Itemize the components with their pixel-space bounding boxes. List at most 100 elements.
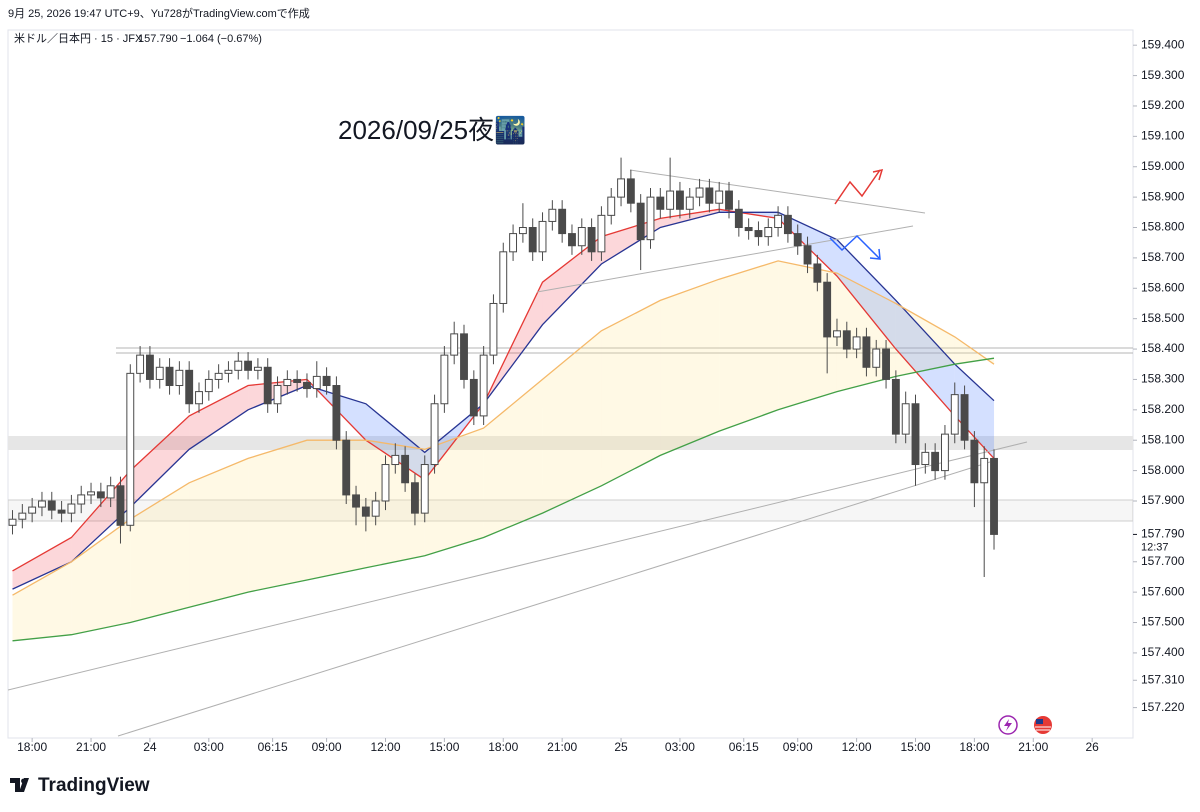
- candle-body: [57, 509, 66, 514]
- plot-frame: [7, 29, 1134, 739]
- candle-body: [195, 391, 203, 405]
- candle-body: [18, 512, 27, 520]
- arrow-head: [869, 248, 881, 260]
- zone-band: [8, 436, 1133, 450]
- candle-body: [371, 500, 380, 517]
- candle-body: [577, 227, 586, 247]
- candle-body: [676, 190, 684, 210]
- candle-body: [705, 187, 714, 204]
- candle-body: [67, 503, 76, 514]
- candle-body: [626, 178, 635, 204]
- candles: [8, 157, 998, 577]
- x-tick-label: 24: [143, 740, 157, 754]
- y-tick-label: 159.000: [1141, 159, 1185, 173]
- candle-body: [47, 500, 56, 511]
- candle-body: [391, 454, 400, 466]
- cloud-fill: [12, 537, 72, 590]
- y-tick-label: 158.400: [1141, 341, 1185, 355]
- candle-body: [361, 506, 370, 517]
- candle-body: [538, 220, 547, 253]
- candle-body: [263, 366, 272, 405]
- cloud-fill: [71, 470, 131, 562]
- candle-body: [617, 178, 625, 198]
- candle-body: [813, 263, 822, 283]
- cloud-fill: [601, 300, 661, 486]
- candle-body: [636, 202, 645, 241]
- candle-body: [214, 372, 223, 380]
- candle-body: [666, 190, 675, 210]
- candle-body: [136, 354, 145, 374]
- candle-body: [352, 494, 360, 508]
- candle-body: [87, 491, 95, 496]
- down-arrow: [829, 234, 880, 259]
- candle-body: [234, 360, 243, 371]
- candle-body: [332, 385, 341, 441]
- cloud-fill: [601, 218, 661, 264]
- candle-body: [175, 369, 184, 387]
- legend-last: 157.790: [138, 33, 178, 45]
- cloud-fill: [189, 458, 249, 608]
- candle-body: [548, 208, 557, 222]
- candle-body: [96, 491, 105, 499]
- candle-body: [410, 482, 419, 514]
- x-tick-label: 18:00: [17, 740, 47, 754]
- candle-body: [656, 196, 665, 210]
- candle-body: [941, 433, 949, 472]
- us-flag-icon[interactable]: [1034, 716, 1052, 734]
- y-tick-label: 159.400: [1141, 37, 1185, 51]
- candle-body: [401, 454, 410, 484]
- cloud-fill: [719, 260, 779, 432]
- cloud-fill: [189, 385, 249, 450]
- candle-body: [165, 366, 174, 387]
- candle-body: [293, 378, 302, 383]
- candle-body: [244, 360, 253, 371]
- cloud-fill: [660, 279, 720, 456]
- candle-body: [273, 385, 282, 405]
- x-tick-label: 12:00: [842, 740, 872, 754]
- legend-change: −1.064 (−0.67%): [180, 33, 262, 45]
- candle-body: [185, 369, 194, 405]
- candle-body: [793, 233, 802, 247]
- up-arrow: [834, 169, 881, 205]
- x-tick-label: 06:15: [258, 740, 288, 754]
- y-tick-label: 158.100: [1141, 432, 1185, 446]
- y-tick-label: 158.200: [1141, 402, 1185, 416]
- candle-body: [764, 227, 773, 238]
- candle-body: [381, 464, 390, 502]
- candle-body: [695, 187, 704, 198]
- candle-body: [823, 281, 832, 338]
- candle-body: [754, 230, 763, 238]
- x-tick-label: 15:00: [429, 740, 459, 754]
- candle-body: [783, 214, 792, 235]
- candle-body: [744, 227, 753, 232]
- candle-body: [155, 366, 164, 380]
- candle-body: [126, 372, 135, 526]
- y-tick-label: 159.300: [1141, 68, 1185, 82]
- drawings-front: [8, 168, 1028, 737]
- y-tick-label: 158.900: [1141, 189, 1185, 203]
- candle-body: [322, 375, 331, 387]
- candle-body: [872, 348, 881, 368]
- candle-body: [833, 330, 841, 338]
- candle-body: [303, 381, 311, 390]
- candle-body: [528, 227, 537, 253]
- candle-body: [38, 500, 46, 508]
- y-tick-label: 158.000: [1141, 463, 1185, 477]
- cloud-fill: [778, 260, 837, 410]
- candle-body: [28, 506, 37, 514]
- x-tick-label: 21:00: [547, 740, 577, 754]
- event-icon[interactable]: [998, 715, 1018, 735]
- candle-body: [725, 190, 733, 210]
- y-tick-label: 157.900: [1141, 493, 1185, 507]
- y-tick-label: 157.220: [1141, 700, 1185, 714]
- trend-line: [629, 169, 926, 214]
- cloud-fill: [130, 482, 190, 623]
- last-price-label: 157.790: [1141, 527, 1185, 541]
- x-tick-label: 06:15: [729, 740, 759, 754]
- candle-body: [77, 494, 86, 505]
- candle-body: [882, 348, 890, 380]
- candle-body: [774, 214, 783, 229]
- cloud-fill: [542, 330, 602, 514]
- symbol: 米ドル／日本円 · 15 · JFX: [14, 31, 143, 45]
